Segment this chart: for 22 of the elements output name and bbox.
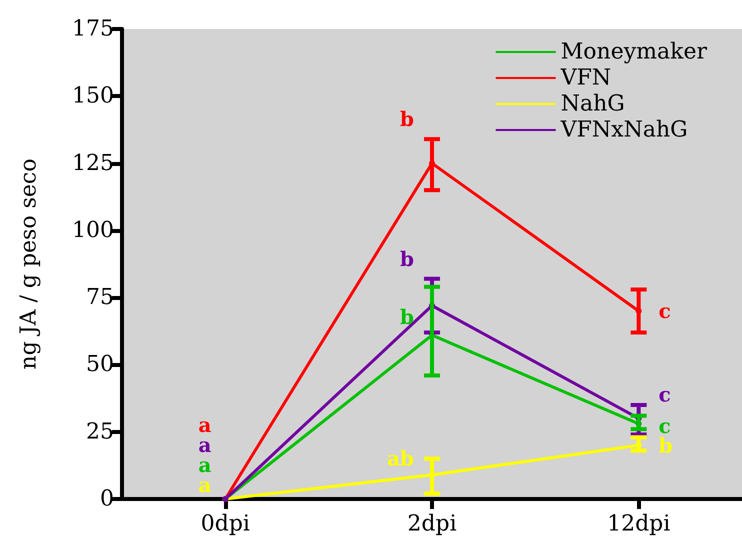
y-tick-label: 125	[72, 150, 114, 176]
y-tick-label: 100	[72, 218, 114, 243]
y-tick-label: 150	[72, 84, 114, 109]
x-tick-label: 2dpi	[407, 512, 457, 536]
y-tick-label: 75	[86, 285, 114, 310]
y-tick-label: 0	[100, 486, 114, 512]
data-label: b	[400, 304, 414, 329]
legend-label: Moneymaker	[560, 40, 708, 64]
data-label: c	[658, 382, 671, 406]
legend-label: NahG	[560, 92, 625, 116]
data-label: b	[400, 107, 414, 132]
y-axis-title: ng JA / g peso seco	[16, 158, 42, 370]
x-tick-label: 0dpi	[200, 512, 250, 536]
data-label: ab	[387, 446, 414, 471]
y-tick-label: 175	[72, 16, 114, 42]
y-tick-label: 50	[86, 352, 114, 378]
legend-label: VFNxNahG	[560, 118, 688, 142]
data-label: b	[400, 246, 414, 271]
legend-label: VFN	[560, 66, 612, 90]
data-label: c	[658, 299, 671, 323]
y-tick-label: 25	[86, 419, 114, 444]
x-tick-label: 12dpi	[607, 512, 670, 536]
